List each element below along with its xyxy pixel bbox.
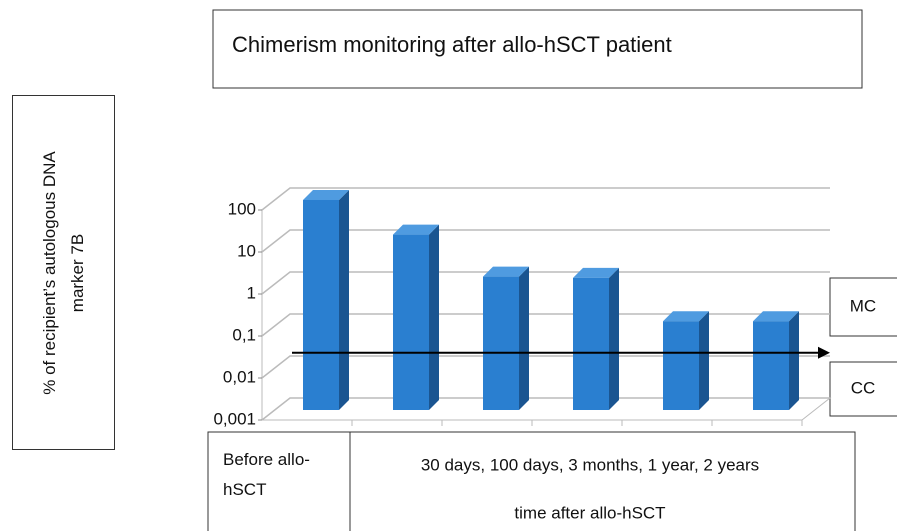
annotation-box <box>829 361 897 417</box>
bar-front <box>573 277 609 410</box>
annotation: MC <box>850 296 876 315</box>
bar-side <box>339 190 349 410</box>
bar-side <box>789 311 799 410</box>
bar-side <box>429 224 439 410</box>
chart-title: Chimerism monitoring after allo-hSCT pat… <box>232 32 672 57</box>
x-group-label: 30 days, 100 days, 3 months, 1 year, 2 y… <box>421 455 759 474</box>
group-cell <box>349 431 856 531</box>
bar-top <box>483 266 529 277</box>
y-label-box: % of recipient’s autologous DNA marker 7… <box>12 95 115 450</box>
grid-line <box>261 397 830 421</box>
grid-line <box>261 313 830 337</box>
bar-side <box>519 266 529 410</box>
x-tick-label: Before allo-hSCT <box>223 450 310 499</box>
bar-front <box>303 200 339 410</box>
bar-top <box>303 190 349 200</box>
arrow-head <box>818 346 830 359</box>
bar <box>573 267 619 410</box>
y-tick-label: 1 <box>247 283 256 302</box>
grid-line <box>261 355 830 379</box>
grid-line <box>261 229 830 253</box>
y-tick-label: 0,001 <box>213 409 256 428</box>
bar-top <box>393 224 439 235</box>
category-cell <box>207 431 351 531</box>
bar <box>753 311 799 410</box>
bar-front <box>393 234 429 410</box>
y-tick-label: 0,1 <box>232 325 256 344</box>
x-axis-label: time after allo-hSCT <box>514 503 665 522</box>
annotation: CC <box>851 378 876 397</box>
bar-front <box>753 321 789 410</box>
y-tick-label: 10 <box>237 241 256 260</box>
bar-front <box>663 321 699 410</box>
bar-top <box>663 311 709 322</box>
bar-side <box>609 267 619 410</box>
plot: 0,001 0,01 0,1 1 10 100 <box>213 187 832 428</box>
y-tick-label: 0,01 <box>223 367 256 386</box>
category-wrap: Before allo-hSCT <box>223 450 310 499</box>
title-box <box>212 9 863 89</box>
bar-front <box>483 276 519 410</box>
grid-line <box>261 271 830 295</box>
bar <box>483 266 529 410</box>
annotation-box <box>829 277 897 337</box>
bar <box>393 224 439 410</box>
bar <box>303 190 349 410</box>
bar-top <box>573 267 619 278</box>
y-tick-label: 100 <box>228 199 256 218</box>
bar-side <box>699 311 709 410</box>
y-axis-label: % of recipient’s autologous DNA marker 7… <box>39 150 87 395</box>
bar <box>663 311 709 410</box>
bar-top <box>753 311 799 322</box>
grid-line <box>261 187 830 211</box>
